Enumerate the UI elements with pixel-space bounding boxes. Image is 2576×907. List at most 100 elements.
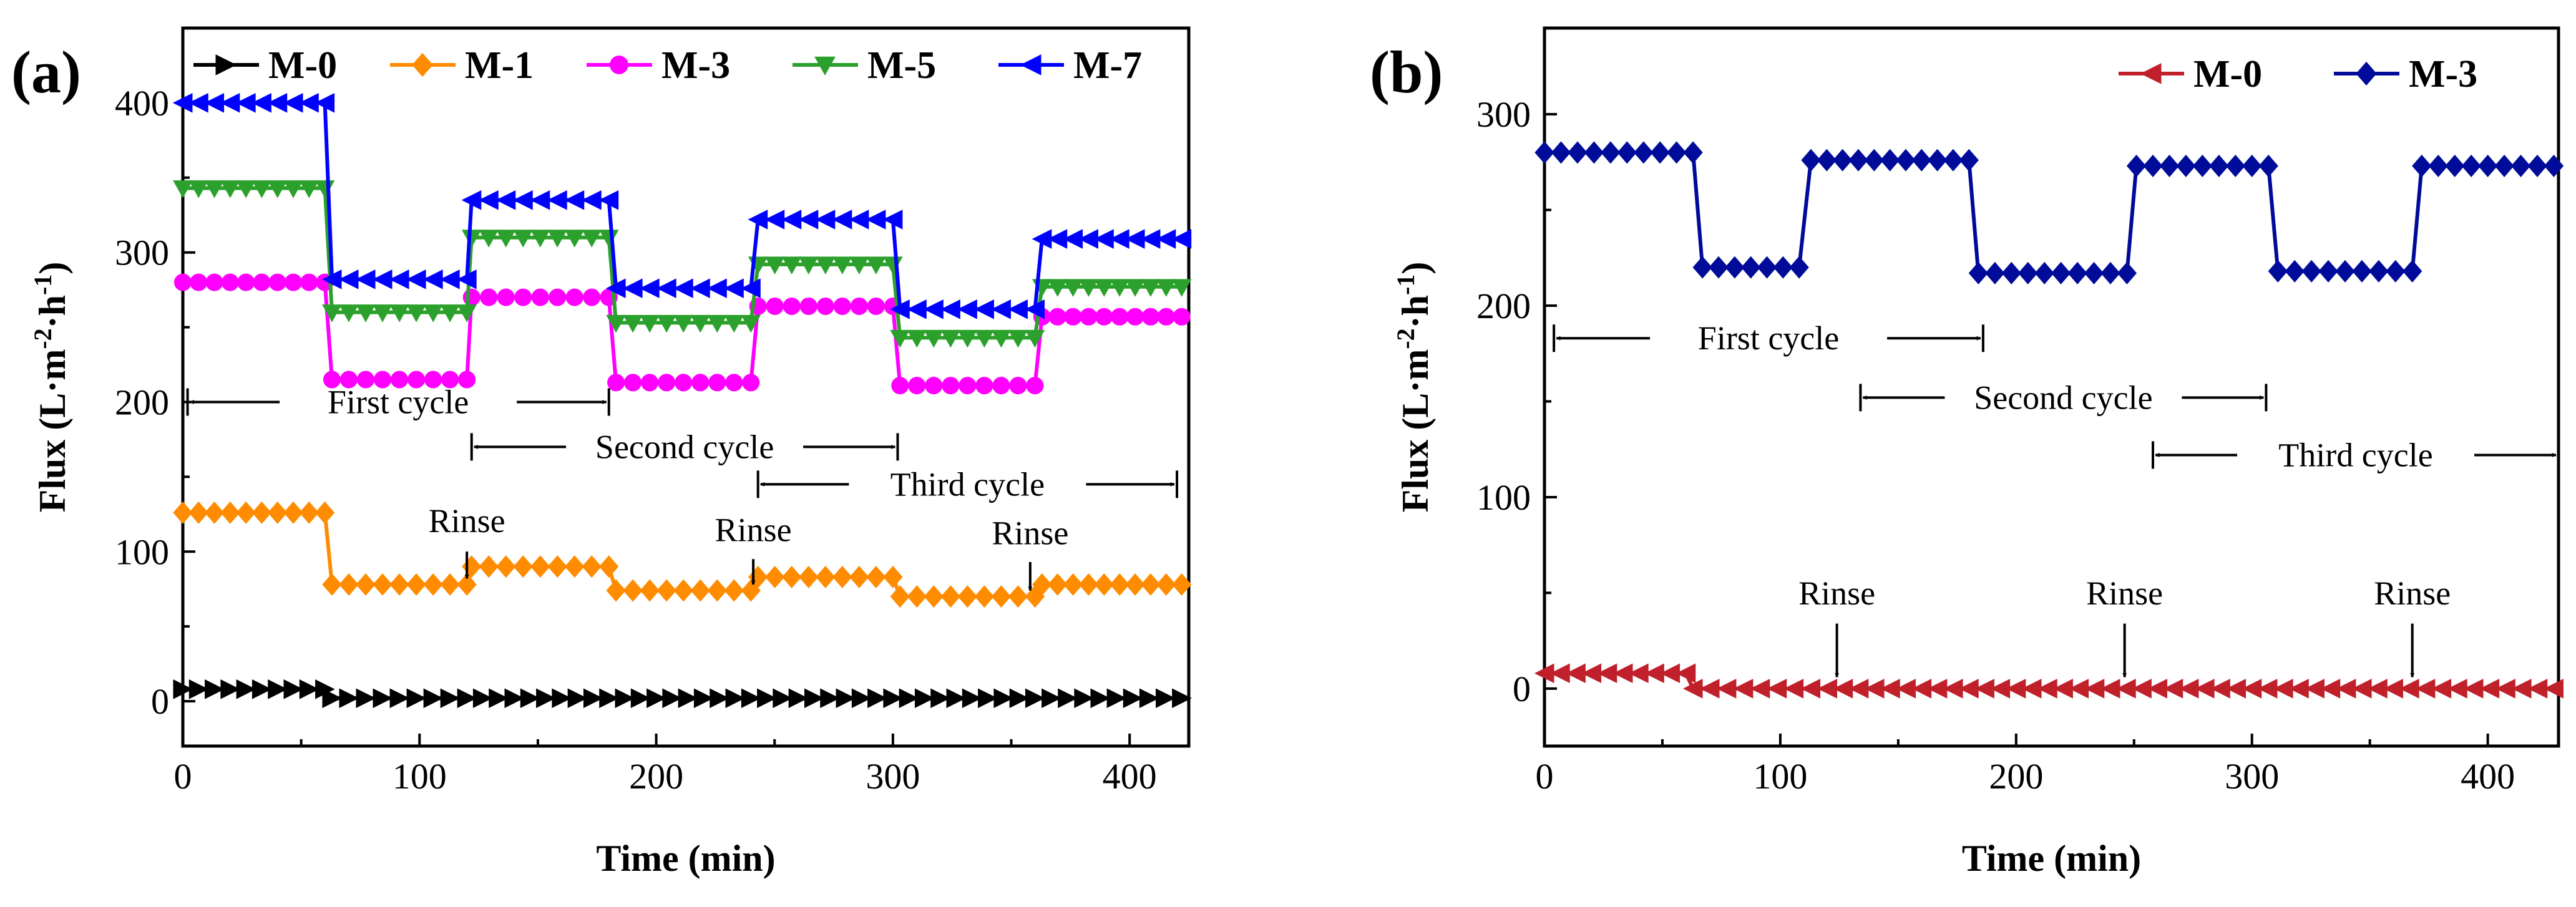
- legend-marker: [412, 52, 433, 77]
- rinse-annotation: Rinse: [992, 514, 1068, 591]
- data-point: [1692, 256, 1712, 279]
- data-point: [2510, 154, 2531, 178]
- data-point: [924, 329, 944, 348]
- data-point: [598, 190, 619, 210]
- data-point: [914, 688, 935, 709]
- x-axis-title: Time (min): [1962, 838, 2141, 879]
- data-point: [962, 688, 982, 709]
- data-point: [946, 688, 967, 709]
- data-point: [237, 273, 255, 291]
- data-point: [2225, 154, 2245, 178]
- data-point: [606, 579, 626, 602]
- data-point: [1864, 148, 1884, 172]
- data-point: [890, 329, 910, 348]
- data-point: [693, 688, 714, 709]
- data-point: [547, 190, 567, 210]
- data-point: [389, 573, 409, 596]
- data-point: [1063, 279, 1083, 297]
- data-point: [930, 688, 950, 709]
- data-point: [816, 566, 836, 589]
- x-tick-label: 400: [1103, 756, 1157, 797]
- x-tick-label: 0: [174, 756, 192, 797]
- data-point: [1634, 141, 1654, 164]
- data-point: [479, 230, 499, 248]
- data-point: [641, 374, 659, 392]
- data-point: [479, 190, 499, 210]
- data-point: [440, 269, 460, 289]
- data-point: [530, 555, 550, 578]
- data-point: [495, 190, 516, 210]
- data-point: [457, 304, 477, 323]
- data-point: [765, 566, 785, 589]
- series-line: [1544, 150, 2554, 275]
- data-point: [204, 180, 225, 198]
- legend-item-M-1: M-1: [390, 44, 534, 87]
- data-point: [513, 230, 534, 248]
- legend-marker: [1020, 54, 1042, 75]
- data-point: [1725, 256, 1745, 279]
- data-point: [406, 269, 426, 289]
- data-point: [513, 555, 533, 578]
- data-point: [2209, 154, 2229, 178]
- data-point: [406, 304, 426, 323]
- data-point: [173, 679, 193, 699]
- data-point: [267, 180, 288, 198]
- x-tick-label: 200: [629, 756, 683, 797]
- data-point: [339, 304, 359, 323]
- data-point: [974, 299, 994, 319]
- x-tick-label: 100: [393, 756, 447, 797]
- data-point: [2412, 154, 2432, 178]
- series-M-3: [1534, 141, 2564, 284]
- legend-item-M-7: M-7: [998, 44, 1142, 87]
- data-point: [991, 299, 1011, 319]
- data-point: [513, 190, 533, 210]
- data-point: [1111, 308, 1129, 326]
- legend-marker: [814, 56, 836, 76]
- data-point: [2126, 154, 2147, 178]
- data-point: [1009, 688, 1030, 709]
- data-point: [673, 579, 693, 602]
- y-tick-label: 0: [1513, 669, 1531, 709]
- data-point: [2268, 259, 2288, 283]
- data-point: [957, 329, 978, 348]
- data-point: [781, 256, 802, 274]
- data-point: [2318, 259, 2338, 283]
- cycle-annotation: Second cycle: [1859, 379, 2268, 416]
- data-point: [1156, 573, 1176, 596]
- data-point: [816, 298, 834, 316]
- data-point: [188, 501, 208, 524]
- data-point: [472, 688, 493, 709]
- data-point: [1534, 141, 1554, 164]
- data-point: [268, 273, 286, 291]
- data-point: [1911, 148, 1931, 172]
- data-point: [832, 210, 852, 230]
- data-point: [205, 273, 223, 291]
- data-point: [1767, 679, 1787, 699]
- legend-label: M-5: [867, 44, 936, 87]
- data-point: [2369, 259, 2389, 283]
- data-point: [236, 180, 256, 198]
- data-point: [1106, 688, 1127, 709]
- data-point: [2192, 154, 2213, 178]
- data-point: [724, 278, 744, 299]
- rinse-label: Rinse: [992, 514, 1068, 551]
- legend-item-M-0: M-0: [193, 44, 337, 87]
- rinse-annotation: Rinse: [429, 502, 505, 580]
- data-point: [1090, 688, 1111, 709]
- rinse-label: Rinse: [715, 511, 792, 548]
- data-point: [773, 688, 793, 709]
- data-point: [2544, 154, 2564, 178]
- y-axis-title-mid: ·h: [32, 295, 73, 328]
- data-point: [489, 688, 509, 709]
- data-point: [190, 273, 208, 291]
- plot-frame: [181, 26, 1191, 748]
- x-tick-label: 400: [2461, 756, 2515, 797]
- data-point: [582, 230, 602, 248]
- data-point: [940, 585, 961, 608]
- data-point: [236, 679, 256, 699]
- data-point: [1074, 688, 1094, 709]
- data-point: [536, 688, 556, 709]
- data-point: [462, 555, 482, 578]
- data-point: [742, 374, 760, 392]
- rinse-label: Rinse: [429, 502, 505, 540]
